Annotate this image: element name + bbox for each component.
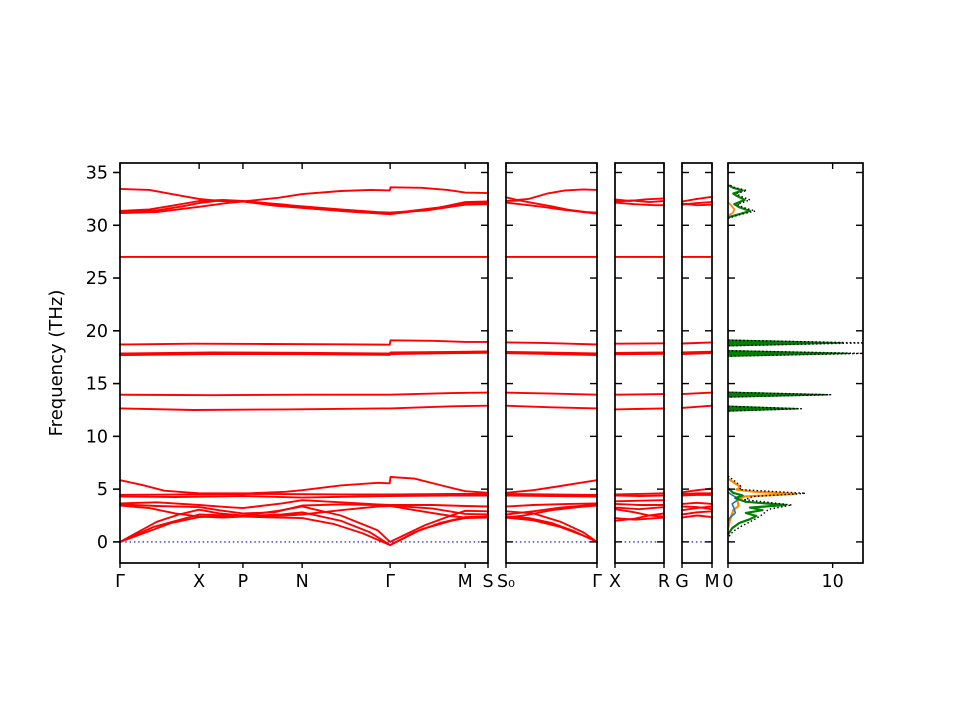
x-tick-label: S [482,572,493,592]
y-tick-label: 5 [97,480,108,500]
phonon-band [615,201,664,203]
dos-x-tick-label: 0 [722,572,733,592]
phonon-band [615,507,664,509]
x-tick-label: N [296,572,309,592]
phonon-band [682,511,712,514]
x-tick-label: S₀ [497,572,515,592]
dos-x-tick-label: 10 [822,572,844,592]
x-tick-label: G [675,572,689,592]
y-tick-label: 25 [86,269,108,289]
x-tick-label: M [458,572,473,592]
phonon-band [682,342,712,343]
phonon-band [682,393,712,395]
y-tick-label: 0 [97,533,108,553]
phonon-band [615,504,664,505]
phonon-band [506,480,597,493]
phonon-band [120,512,488,545]
phonon-band [615,394,664,395]
phonon-band [506,393,597,395]
y-tick-label: 35 [86,163,108,183]
phonon-band [506,494,597,495]
x-tick-label: X [609,572,621,592]
phonon-band [682,353,712,354]
x-tick-label: R [658,572,670,592]
phonon-band [682,503,712,504]
y-tick-label: 10 [86,427,108,447]
phonon-band [506,517,597,542]
phonon-band [120,477,488,493]
y-tick-label: 15 [86,375,108,395]
phonon-band [615,408,664,409]
phonon-band [120,496,488,498]
phonon-band [615,493,664,494]
x-tick-label: Γ [115,572,125,592]
dos-curve-pdos_blue_low [728,492,737,521]
y-axis-label: Frequency (THz) [46,290,67,437]
y-tick-label: 20 [86,322,108,342]
x-tick-label: Γ [592,572,602,592]
phonon-band [506,342,597,344]
phonon-band [506,189,597,200]
x-tick-label: M [704,572,719,592]
phonon-band [615,496,664,497]
phonon-band [682,495,712,496]
phonon-band [120,201,488,214]
phonon-band [615,509,664,516]
x-tick-label: P [238,572,249,592]
phonon-band [120,340,488,344]
phonon-band [506,201,597,213]
phonon-band [615,203,664,206]
phonon-band [120,187,488,201]
phonon-band [120,406,488,410]
x-tick-label: X [193,572,205,592]
phonon-band [120,494,488,495]
phonon-band [506,518,597,542]
phonon-band [120,393,488,396]
phonon-band [682,493,712,494]
y-tick-label: 30 [86,216,108,236]
band-panel-frame [615,163,664,563]
phonon-band [506,406,597,409]
x-tick-label: Γ [385,572,395,592]
phonon-band [682,406,712,408]
phonon-band [682,197,712,202]
phonon-band [682,516,712,518]
phonon-band [615,500,664,501]
phonon-band [506,203,597,214]
